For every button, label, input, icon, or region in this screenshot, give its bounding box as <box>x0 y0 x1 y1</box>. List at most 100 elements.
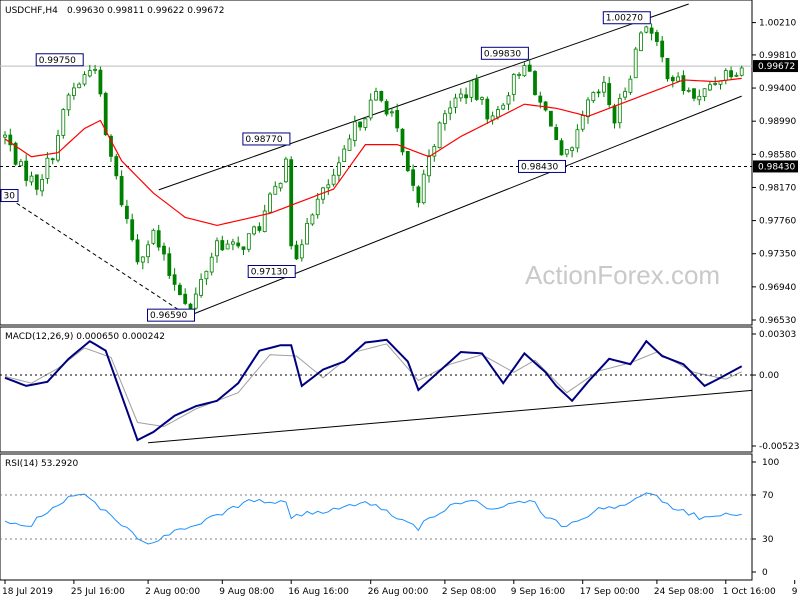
price-annotation-box <box>147 308 195 322</box>
candle-body <box>586 99 590 118</box>
candle-body <box>241 246 246 250</box>
macd-trendline <box>148 389 753 444</box>
candle-body <box>56 135 60 161</box>
reference-level-tag-box <box>753 160 798 173</box>
candle-body <box>230 241 235 245</box>
candle-body <box>72 87 76 96</box>
price-annotation-box <box>247 265 296 279</box>
candle-body <box>427 155 431 177</box>
price-axis: 1.00210 0.99810 0.99400 0.98990 0.98580 0.981… <box>752 19 798 326</box>
rsi-tick-label: 30 <box>762 535 774 545</box>
candle-body <box>61 109 66 136</box>
candle-body <box>729 70 733 78</box>
candle-body <box>421 173 426 204</box>
price-tick-label: 0.98170 <box>759 183 796 193</box>
price-tick-label: 0.99810 <box>759 51 796 61</box>
candle-body <box>34 174 39 190</box>
candle-body <box>400 128 405 153</box>
candle-body <box>93 68 97 71</box>
candle-body <box>485 98 490 120</box>
candle-body <box>676 76 680 82</box>
candle-body <box>384 101 389 115</box>
candle-body <box>469 80 474 98</box>
candle-body <box>686 89 691 92</box>
candle-body <box>416 186 421 203</box>
time-tick-label: 2 Sep 08:00 <box>442 587 497 597</box>
rsi-tick-label: 70 <box>762 491 774 501</box>
candle-body <box>257 226 262 231</box>
candle-body <box>305 222 310 245</box>
candle-body <box>580 115 585 130</box>
candle-body <box>199 278 204 296</box>
candle-body <box>389 111 394 114</box>
candle-body <box>13 142 18 165</box>
candle-body <box>527 64 532 72</box>
candle-body <box>193 293 198 309</box>
candle-body <box>570 147 574 151</box>
symbol-label: USDCHF,H4 <box>5 6 58 16</box>
candle-body <box>739 67 744 76</box>
time-tick-label: 25 Jul 16:00 <box>71 587 125 597</box>
candle-body <box>347 138 352 151</box>
candle-body <box>363 118 368 128</box>
candle-body <box>162 245 166 255</box>
candle-body <box>310 214 315 225</box>
rsi-axis: 100 70 30 0 <box>0 458 779 578</box>
candle-body <box>564 149 569 155</box>
watermark: ActionForex.com <box>525 260 720 290</box>
candle-body <box>660 40 665 58</box>
candle-body <box>262 210 267 233</box>
candlesticks <box>3 23 744 314</box>
candle-body <box>87 70 92 77</box>
candle-body <box>172 274 177 285</box>
candle-body <box>151 229 156 244</box>
candle-body <box>215 240 219 257</box>
price-tick-label: 0.99400 <box>759 84 796 94</box>
candle-body <box>702 88 707 98</box>
candle-body <box>109 135 113 157</box>
price-reference-lines <box>0 65 752 167</box>
rsi-line <box>4 492 742 545</box>
dashed-trendline <box>4 195 191 318</box>
macd-axis: 0.00303 0.00 -0.005236 <box>0 330 800 452</box>
candle-body <box>252 226 257 235</box>
price-annotation-box <box>518 159 566 173</box>
candle-body <box>135 239 140 263</box>
candle-body <box>45 157 50 179</box>
candle-body <box>639 32 643 52</box>
price-tick-label: 0.97350 <box>759 250 796 260</box>
rsi-panel <box>0 453 753 581</box>
candle-body <box>511 74 516 95</box>
candle-body <box>708 84 712 91</box>
time-tick-label: 18 Jul 2019 <box>2 587 53 597</box>
candle-body <box>517 73 521 76</box>
price-annotation-label: 0.96590 <box>150 311 187 321</box>
candle-body <box>352 121 357 141</box>
candle-body <box>98 69 103 95</box>
price-tick-label: 0.96530 <box>759 316 796 326</box>
candle-body <box>204 270 209 280</box>
candle-body <box>543 101 548 111</box>
candle-body <box>602 81 606 93</box>
candle-body <box>607 83 612 106</box>
candle-body <box>283 158 288 183</box>
candle-body <box>156 230 161 248</box>
candle-body <box>538 95 543 103</box>
macd-line <box>4 338 743 442</box>
candle-body <box>140 256 145 263</box>
candle-body <box>50 158 55 161</box>
candle-body <box>734 74 739 77</box>
candle-body <box>432 146 437 157</box>
candle-body <box>273 185 278 195</box>
candle-body <box>442 113 447 124</box>
price-tick-label: 0.96940 <box>759 283 796 293</box>
candle-body <box>495 109 500 118</box>
current-price-tag: 0.99672 <box>758 62 795 72</box>
price-annotation-box <box>480 46 529 60</box>
candle-body <box>125 205 129 220</box>
candle-body <box>183 293 188 304</box>
candle-body <box>723 70 728 81</box>
price-tick-label: 0.98580 <box>759 150 796 160</box>
candle-body <box>82 74 87 85</box>
